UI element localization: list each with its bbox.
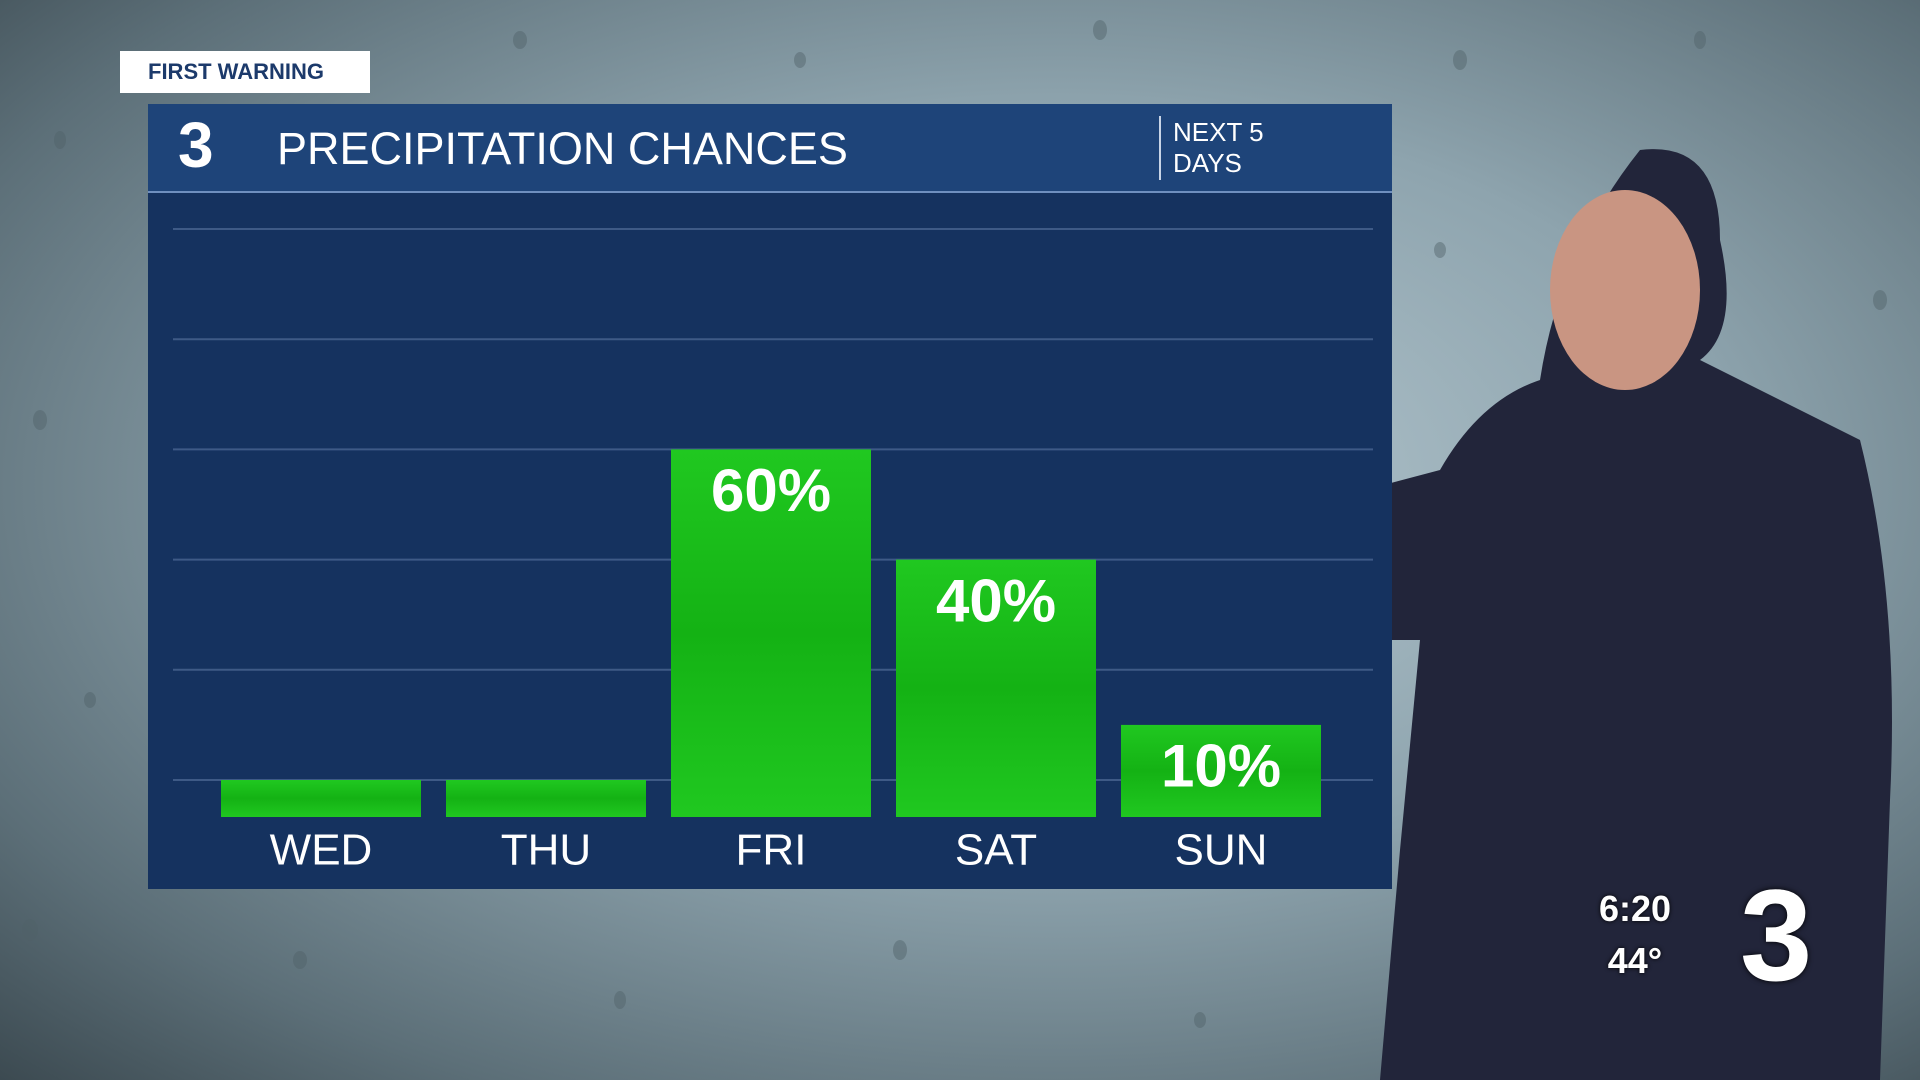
presenter-face (1550, 190, 1700, 390)
x-tick-label: SUN (1175, 826, 1268, 875)
logo: 3 (178, 109, 214, 181)
banner: FIRST WARNING (120, 51, 370, 93)
value-label: 40% (936, 567, 1056, 634)
bar (896, 559, 1096, 817)
x-tick-label: THU (501, 826, 591, 875)
chart-subtitle: NEXT 5 DAYS (1173, 117, 1264, 178)
x-tick-label: FRI (736, 826, 807, 875)
value-label: 10% (1161, 733, 1281, 800)
presenter (1050, 149, 1892, 1080)
bar (446, 780, 646, 817)
chart-title: PRECIPITATION CHANCES (277, 123, 848, 174)
x-tick-label: SAT (955, 826, 1037, 875)
clock-temperature: 44° (1607, 940, 1663, 981)
corner-logo: 3 (1740, 862, 1813, 1008)
clock-time: 6:20 (1598, 888, 1672, 929)
bar (671, 449, 871, 817)
bar (1121, 724, 1321, 817)
bar (221, 780, 421, 817)
chart-header (148, 104, 1392, 192)
value-label: 60% (711, 457, 831, 524)
x-tick-label: WED (270, 826, 373, 875)
